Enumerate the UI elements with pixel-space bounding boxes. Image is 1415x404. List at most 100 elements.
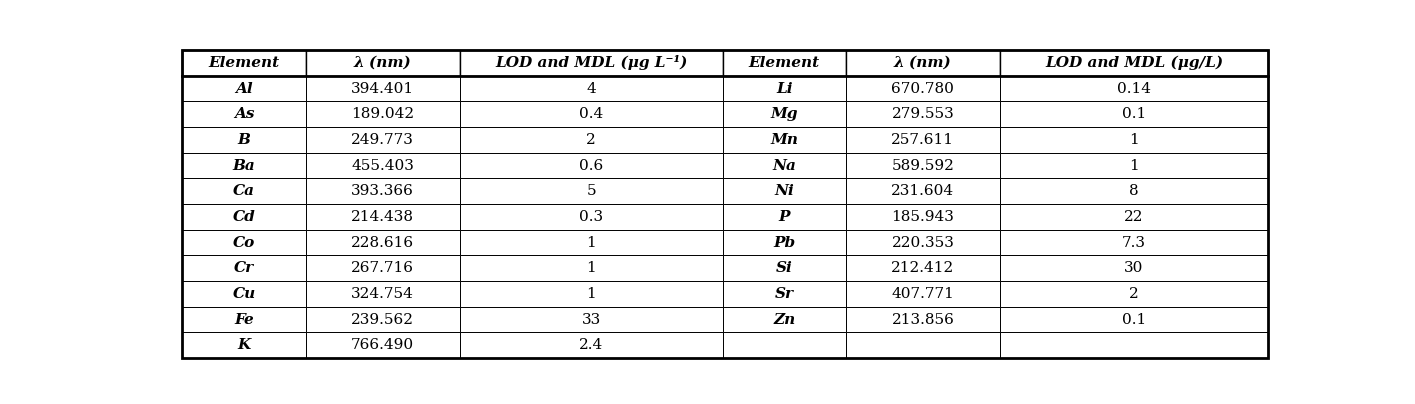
- Bar: [183, 178, 306, 204]
- Bar: [846, 127, 1000, 153]
- Text: Ni: Ni: [774, 184, 794, 198]
- Bar: [1000, 230, 1268, 255]
- Text: Mn: Mn: [770, 133, 798, 147]
- Bar: [723, 101, 846, 127]
- Bar: [846, 230, 1000, 255]
- Text: 2.4: 2.4: [579, 338, 603, 352]
- Text: Mg: Mg: [770, 107, 798, 121]
- Bar: [1000, 153, 1268, 178]
- Text: LOD and MDL (μg/L): LOD and MDL (μg/L): [1044, 56, 1223, 70]
- Bar: [460, 127, 723, 153]
- Text: 8: 8: [1129, 184, 1139, 198]
- Bar: [1000, 76, 1268, 101]
- Text: Na: Na: [773, 158, 797, 173]
- Text: Element: Element: [749, 56, 819, 70]
- Bar: [723, 332, 846, 358]
- Bar: [1000, 127, 1268, 153]
- Text: Al: Al: [235, 82, 253, 95]
- Text: 239.562: 239.562: [351, 313, 415, 326]
- Text: 4: 4: [586, 82, 596, 95]
- Text: 0.1: 0.1: [1122, 313, 1146, 326]
- Text: 185.943: 185.943: [891, 210, 954, 224]
- Bar: [846, 153, 1000, 178]
- Bar: [183, 76, 306, 101]
- Text: 231.604: 231.604: [891, 184, 955, 198]
- Bar: [306, 332, 460, 358]
- Bar: [1000, 332, 1268, 358]
- Bar: [1000, 307, 1268, 332]
- Bar: [460, 230, 723, 255]
- Bar: [846, 204, 1000, 230]
- Text: 2: 2: [1129, 287, 1139, 301]
- Text: 670.780: 670.780: [891, 82, 954, 95]
- Bar: [846, 101, 1000, 127]
- Bar: [306, 127, 460, 153]
- Text: 0.6: 0.6: [579, 158, 603, 173]
- Bar: [723, 204, 846, 230]
- Bar: [306, 255, 460, 281]
- Text: 33: 33: [582, 313, 601, 326]
- Text: 1: 1: [1129, 133, 1139, 147]
- Bar: [183, 204, 306, 230]
- Text: λ (nm): λ (nm): [894, 56, 952, 70]
- Bar: [1000, 101, 1268, 127]
- Text: 7.3: 7.3: [1122, 236, 1146, 250]
- Bar: [1000, 255, 1268, 281]
- Bar: [460, 153, 723, 178]
- Text: Li: Li: [775, 82, 792, 95]
- Text: Si: Si: [775, 261, 792, 275]
- Text: Fe: Fe: [233, 313, 253, 326]
- Bar: [1000, 204, 1268, 230]
- Bar: [306, 101, 460, 127]
- Bar: [306, 230, 460, 255]
- Text: Sr: Sr: [774, 287, 794, 301]
- Bar: [846, 307, 1000, 332]
- Text: Cr: Cr: [233, 261, 255, 275]
- Bar: [1000, 50, 1268, 76]
- Bar: [183, 127, 306, 153]
- Text: λ (nm): λ (nm): [354, 56, 412, 70]
- Bar: [183, 50, 306, 76]
- Text: 1: 1: [586, 236, 596, 250]
- Bar: [723, 307, 846, 332]
- Text: Pb: Pb: [773, 236, 795, 250]
- Text: 249.773: 249.773: [351, 133, 415, 147]
- Bar: [306, 178, 460, 204]
- Bar: [460, 76, 723, 101]
- Bar: [306, 281, 460, 307]
- Bar: [306, 153, 460, 178]
- Bar: [306, 204, 460, 230]
- Text: 1: 1: [586, 261, 596, 275]
- Text: Zn: Zn: [773, 313, 795, 326]
- Bar: [846, 50, 1000, 76]
- Text: 212.412: 212.412: [891, 261, 955, 275]
- Text: 213.856: 213.856: [891, 313, 954, 326]
- Text: 279.553: 279.553: [891, 107, 954, 121]
- Text: 2: 2: [586, 133, 596, 147]
- Text: 0.1: 0.1: [1122, 107, 1146, 121]
- Bar: [1000, 178, 1268, 204]
- Text: 1: 1: [586, 287, 596, 301]
- Bar: [183, 332, 306, 358]
- Bar: [723, 281, 846, 307]
- Bar: [846, 255, 1000, 281]
- Bar: [306, 50, 460, 76]
- Bar: [183, 153, 306, 178]
- Bar: [460, 307, 723, 332]
- Text: 228.616: 228.616: [351, 236, 415, 250]
- Text: LOD and MDL (μg L⁻¹): LOD and MDL (μg L⁻¹): [495, 55, 688, 70]
- Bar: [1000, 281, 1268, 307]
- Bar: [723, 153, 846, 178]
- Bar: [183, 101, 306, 127]
- Text: 394.401: 394.401: [351, 82, 415, 95]
- Bar: [460, 101, 723, 127]
- Bar: [723, 127, 846, 153]
- Bar: [460, 281, 723, 307]
- Text: 324.754: 324.754: [351, 287, 415, 301]
- Text: 267.716: 267.716: [351, 261, 415, 275]
- Text: 589.592: 589.592: [891, 158, 954, 173]
- Bar: [460, 50, 723, 76]
- Text: Cu: Cu: [232, 287, 256, 301]
- Text: 455.403: 455.403: [351, 158, 415, 173]
- Text: 0.4: 0.4: [579, 107, 603, 121]
